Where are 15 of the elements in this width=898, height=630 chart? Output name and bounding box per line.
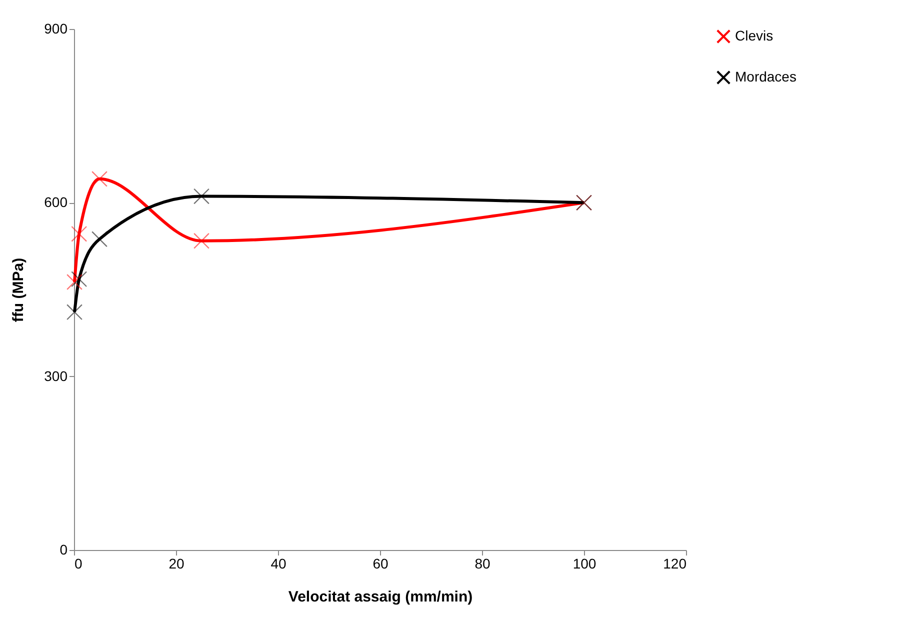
x-axis-title: Velocitat assaig (mm/min)	[288, 588, 473, 606]
legend-label: Clevis	[735, 28, 774, 44]
y-tick-label: 600	[44, 194, 68, 210]
y-tick-label: 900	[44, 20, 68, 36]
x-tick-label: 40	[270, 556, 286, 572]
x-tick-label: 20	[168, 556, 184, 572]
x-tick-label: 120	[663, 556, 687, 572]
x-tick-label: 60	[372, 556, 388, 572]
x-tick-label: 80	[474, 556, 490, 572]
y-axis-title: ffu (MPa)	[10, 258, 28, 322]
y-tick-label: 0	[60, 542, 68, 558]
x-tick-label: 0	[74, 556, 82, 572]
x-tick-label: 100	[572, 556, 596, 572]
legend-label: Mordaces	[735, 68, 796, 84]
y-tick-label: 300	[44, 368, 68, 384]
